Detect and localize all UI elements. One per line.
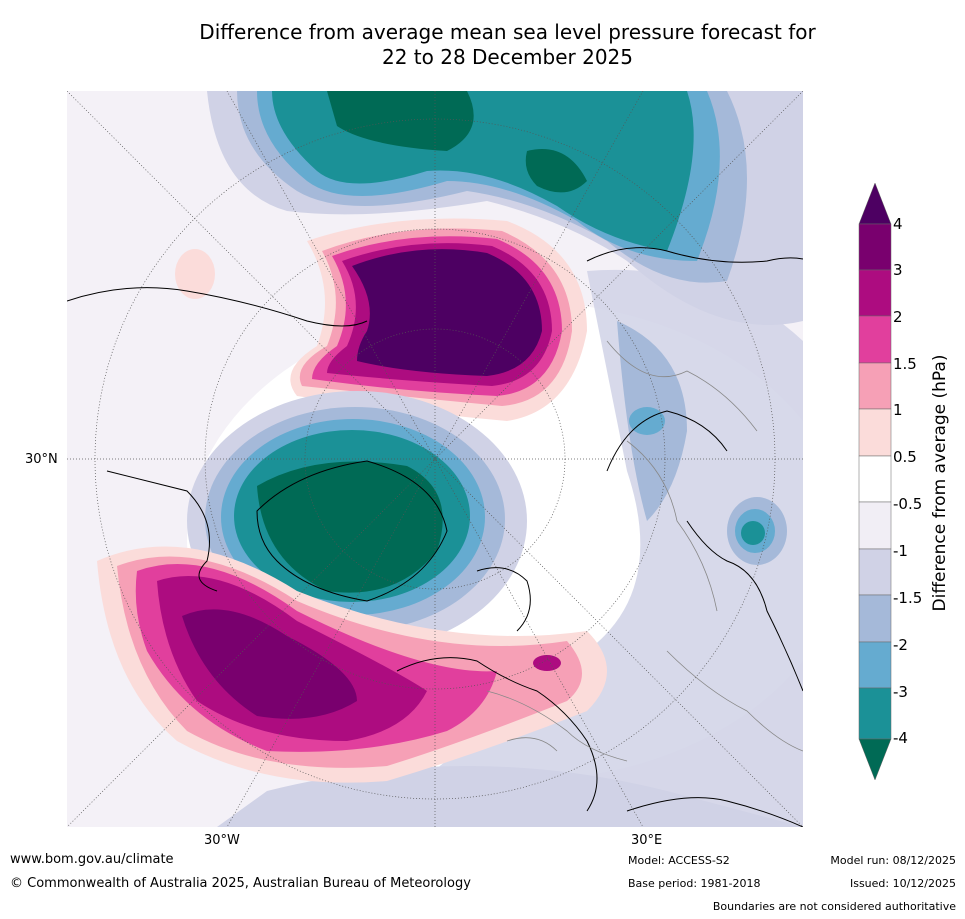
model-text: Model: ACCESS-S2 bbox=[628, 854, 730, 867]
copyright-text: © Commonwealth of Australia 2025, Austra… bbox=[10, 876, 471, 891]
east-asia-negative-spot bbox=[727, 497, 787, 565]
tick-label: 4 bbox=[893, 215, 903, 233]
arctic-positive-anomaly bbox=[290, 218, 587, 421]
colorbar bbox=[858, 182, 892, 781]
tick-label: 1.5 bbox=[893, 355, 917, 373]
tick-label: 2 bbox=[893, 308, 903, 326]
eurasia-negative-region bbox=[367, 269, 803, 827]
tick-label: -3 bbox=[893, 683, 908, 701]
lon-label-30e: 30°E bbox=[631, 833, 663, 848]
colorbar-top-arrow bbox=[858, 182, 892, 225]
tick-label: -4 bbox=[893, 729, 908, 747]
tick-label: -1 bbox=[893, 542, 908, 560]
pressure-anomaly-map bbox=[67, 91, 803, 827]
small-positive-patch bbox=[175, 249, 215, 299]
tick-label: -2 bbox=[893, 636, 908, 654]
title-line-2: 22 to 28 December 2025 bbox=[381, 45, 633, 69]
greenland-negative-anomaly bbox=[187, 391, 527, 651]
colorbar-label: Difference from average (hPa) bbox=[930, 354, 950, 612]
website-link[interactable]: www.bom.gov.au/climate bbox=[10, 852, 174, 867]
pacific-negative-anomaly bbox=[207, 91, 803, 325]
lat-label-30n: 30°N bbox=[25, 452, 58, 467]
tick-label: 3 bbox=[893, 261, 903, 279]
atlantic-positive-anomaly bbox=[97, 546, 607, 783]
lon-label-30w: 30°W bbox=[204, 833, 240, 848]
colorbar-bottom-arrow bbox=[858, 738, 892, 781]
tick-label: 0.5 bbox=[893, 448, 917, 466]
country-borders bbox=[486, 340, 803, 762]
tick-label: -1.5 bbox=[893, 589, 923, 607]
base-period-text: Base period: 1981-2018 bbox=[628, 877, 761, 890]
chart-title: Difference from average mean sea level p… bbox=[0, 20, 965, 70]
model-run-text: Model run: 08/12/2025 bbox=[830, 854, 956, 867]
tick-label: 1 bbox=[893, 401, 903, 419]
tick-label: -0.5 bbox=[893, 495, 923, 513]
siberia-negative-spot bbox=[629, 407, 665, 435]
coastlines bbox=[67, 247, 803, 827]
disclaimer-text: Boundaries are not considered authoritat… bbox=[712, 900, 956, 913]
graticule-lines bbox=[67, 91, 803, 827]
title-line-1: Difference from average mean sea level p… bbox=[199, 20, 816, 44]
issued-text: Issued: 10/12/2025 bbox=[849, 877, 956, 890]
